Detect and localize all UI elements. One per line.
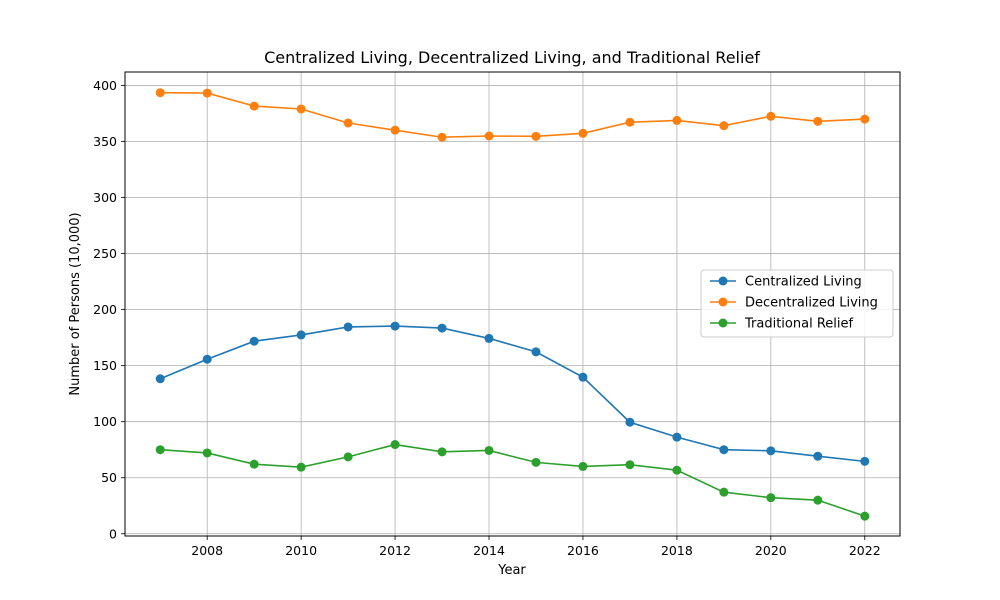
y-tick-label-6: 300 [93, 190, 117, 205]
x-tick-label-6: 2020 [755, 543, 787, 558]
data-point-decentralized-living-2017 [625, 117, 635, 127]
data-point-traditional-relief-2009 [249, 459, 259, 469]
legend: Centralized Living Decentralized Living Tr… [700, 269, 894, 338]
data-point-traditional-relief-2022 [860, 511, 870, 521]
series-traditional-relief [155, 440, 870, 521]
legend-box [700, 269, 894, 338]
y-tick-label-3: 150 [93, 358, 117, 373]
data-point-decentralized-living-2022 [860, 114, 870, 124]
data-point-decentralized-living-2019 [719, 121, 729, 131]
data-point-decentralized-living-2015 [531, 131, 541, 141]
legend-swatch-marker [718, 318, 728, 328]
y-axis: 0 50 100 150 200 250 300 350 400 [93, 78, 125, 541]
data-point-centralized-living-2015 [531, 347, 541, 357]
legend-item-centralized-living: Centralized Living [710, 275, 862, 290]
data-point-decentralized-living-2018 [672, 115, 682, 125]
data-point-centralized-living-2019 [719, 445, 729, 455]
series-layer [155, 88, 870, 521]
series-centralized-living [155, 321, 870, 466]
legend-item-decentralized-living: Decentralized Living [710, 296, 878, 311]
x-tick-label-5: 2018 [661, 543, 693, 558]
data-point-decentralized-living-2021 [813, 116, 823, 126]
y-tick-label-4: 200 [93, 302, 117, 317]
data-point-centralized-living-2008 [202, 354, 212, 364]
plot-frame [124, 71, 901, 537]
data-point-traditional-relief-2012 [390, 440, 400, 450]
data-point-traditional-relief-2010 [296, 462, 306, 472]
data-point-centralized-living-2011 [343, 322, 353, 332]
legend-label: Traditional Relief [744, 317, 853, 332]
data-point-traditional-relief-2020 [766, 493, 776, 503]
y-tick-label-8: 400 [93, 78, 117, 93]
y-tick-label-5: 250 [93, 246, 117, 261]
data-point-traditional-relief-2018 [672, 465, 682, 475]
legend-swatch-marker [718, 297, 728, 307]
data-point-traditional-relief-2016 [578, 461, 588, 471]
legend-label: Decentralized Living [745, 296, 878, 311]
data-point-centralized-living-2012 [390, 321, 400, 331]
data-point-traditional-relief-2019 [719, 487, 729, 497]
x-tick-label-0: 2008 [191, 543, 223, 558]
x-axis-label: Year [497, 563, 526, 578]
data-point-centralized-living-2018 [672, 432, 682, 442]
y-tick-label-1: 50 [101, 470, 117, 485]
y-tick-label-2: 100 [93, 414, 117, 429]
data-point-centralized-living-2022 [860, 456, 870, 466]
data-point-traditional-relief-2015 [531, 457, 541, 467]
y-tick-label-0: 0 [109, 526, 117, 541]
data-point-centralized-living-2010 [296, 330, 306, 340]
data-point-centralized-living-2017 [625, 417, 635, 427]
series-line-centralized-living [159, 325, 865, 463]
data-point-traditional-relief-2021 [813, 495, 823, 505]
data-point-decentralized-living-2008 [202, 88, 212, 98]
chart-title: Centralized Living, Decentralized Living… [264, 48, 760, 67]
data-point-decentralized-living-2016 [578, 128, 588, 138]
data-point-decentralized-living-2013 [437, 132, 447, 142]
legend-label: Centralized Living [745, 275, 862, 290]
data-point-centralized-living-2021 [813, 451, 823, 461]
data-point-centralized-living-2009 [249, 336, 259, 346]
data-point-centralized-living-2013 [437, 323, 447, 333]
data-point-traditional-relief-2013 [437, 447, 447, 457]
legend-item-traditional-relief: Traditional Relief [710, 317, 853, 332]
x-tick-label-3: 2014 [473, 543, 505, 558]
data-point-centralized-living-2007 [155, 374, 165, 384]
data-point-traditional-relief-2008 [202, 448, 212, 458]
data-point-decentralized-living-2007 [155, 88, 165, 98]
data-point-decentralized-living-2012 [390, 125, 400, 135]
x-tick-label-4: 2016 [567, 543, 599, 558]
x-tick-label-2: 2012 [379, 543, 411, 558]
data-point-centralized-living-2016 [578, 372, 588, 382]
legend-swatch-marker [718, 276, 728, 286]
x-axis: 2008 2010 2012 2014 2016 2018 2020 2022 [191, 536, 881, 558]
series-line-traditional-relief [160, 443, 866, 517]
y-tick-label-7: 350 [93, 134, 117, 149]
data-point-traditional-relief-2007 [155, 445, 165, 455]
data-point-decentralized-living-2014 [484, 131, 494, 141]
data-point-traditional-relief-2014 [484, 445, 494, 455]
series-decentralized-living [155, 88, 870, 142]
data-point-decentralized-living-2010 [296, 104, 306, 114]
data-point-centralized-living-2020 [766, 446, 776, 456]
data-point-decentralized-living-2009 [249, 101, 259, 111]
x-tick-label-7: 2022 [849, 543, 881, 558]
x-tick-label-1: 2010 [285, 543, 317, 558]
data-point-centralized-living-2014 [484, 333, 494, 343]
data-point-traditional-relief-2017 [625, 460, 635, 470]
data-point-decentralized-living-2011 [343, 118, 353, 128]
data-point-traditional-relief-2011 [343, 452, 353, 462]
data-point-decentralized-living-2020 [766, 111, 776, 121]
series-line-decentralized-living [160, 91, 865, 139]
y-axis-label: Number of Persons (10,000) [68, 212, 83, 395]
